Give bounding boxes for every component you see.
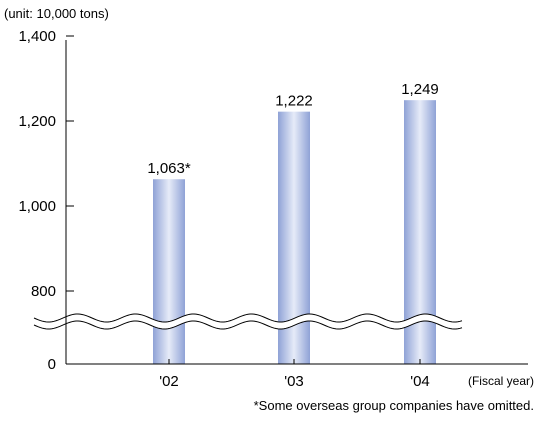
x-tick-label: '04 [410, 373, 430, 390]
y-tick-label: 1,000 [18, 198, 56, 215]
axis-break-band [34, 314, 462, 329]
y-tick-label: 0 [48, 356, 56, 373]
bar-value-label: 1,222 [275, 93, 313, 110]
x-tick-label: '02 [159, 373, 179, 390]
footnote: *Some overseas group companies have omit… [254, 398, 534, 413]
bar-value-label: 1,063* [147, 160, 191, 177]
bar [153, 179, 185, 364]
axis-break-line [33, 313, 463, 323]
y-tick-label: 1,400 [18, 28, 56, 45]
axis-break [33, 313, 463, 330]
x-axis-title: (Fiscal year) [468, 374, 534, 388]
unit-label: (unit: 10,000 tons) [4, 6, 109, 21]
axis-break-line [33, 320, 463, 330]
x-tick-label: '03 [284, 373, 304, 390]
x-tick-labels: '02 '03 '04 [159, 359, 430, 390]
data-labels: 1,063* 1,222 1,249 [147, 81, 438, 177]
y-tick-label: 1,200 [18, 113, 56, 130]
y-tick-label: 800 [31, 283, 56, 300]
bar-value-label: 1,249 [401, 81, 439, 98]
y-ticks: 0 800 1,000 1,200 1,400 [18, 28, 74, 373]
